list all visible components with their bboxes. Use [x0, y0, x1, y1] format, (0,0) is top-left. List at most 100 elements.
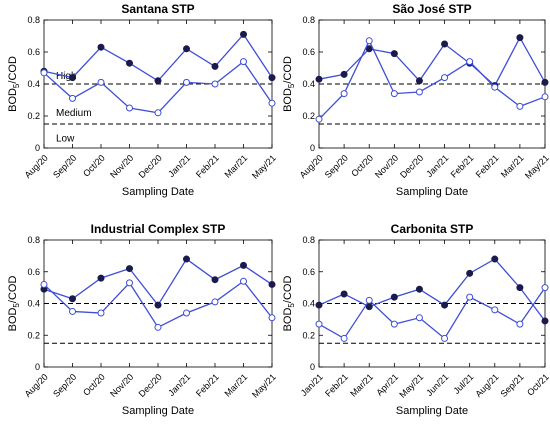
y-axis-label-rest: /COD [7, 56, 19, 84]
data-point-filled [365, 45, 373, 53]
x-tick-label: Aug/20 [298, 153, 325, 180]
chart-panel-3: 0 0.2 0.4 0.6 0.8 Aug/20 Sep/20 Oct/20 Nov/20 Dec… [7, 222, 278, 417]
data-point-open [390, 320, 398, 328]
data-point-open [268, 314, 276, 322]
x-axis-label: Sampling Date [122, 405, 194, 417]
data-point-open [441, 334, 449, 342]
data-point-open [268, 99, 276, 107]
data-point-filled [268, 74, 276, 82]
chart-title: Carbonita STP [391, 222, 474, 236]
chart-title: São José STP [392, 2, 471, 16]
x-tick-label: Aug/20 [23, 153, 50, 180]
data-point-open [541, 284, 549, 292]
data-point-filled [541, 78, 549, 86]
data-point-filled [154, 301, 162, 309]
y-tick-label: 0 [35, 362, 40, 372]
data-point-filled [441, 40, 449, 48]
data-point-filled [491, 255, 499, 263]
x-tick-label: Sep/20 [51, 153, 78, 180]
y-tick-label: 0.8 [302, 235, 315, 245]
data-point-open [491, 83, 499, 91]
y-axis-label-rest: /COD [282, 56, 294, 84]
x-tick-label: Dec/20 [398, 153, 425, 180]
data-point-open [211, 80, 219, 88]
data-point-open [415, 314, 423, 322]
y-tick-label: 0 [310, 143, 315, 153]
x-tick-label: Feb/21 [323, 372, 350, 399]
x-axis-label: Sampling Date [122, 186, 194, 198]
y-axis-label-subscript: 5 [287, 303, 296, 308]
x-tick-label: Jun/21 [424, 372, 450, 398]
chart-title: Santana STP [121, 2, 194, 16]
data-point-filled [516, 34, 524, 42]
data-point-filled [415, 285, 423, 293]
zone-label: Low [56, 133, 75, 144]
x-tick-label: May/21 [250, 372, 278, 400]
series-line-open [318, 39, 546, 120]
x-tick-label: Jan/21 [166, 372, 192, 398]
x-tick-label: Dec/20 [137, 372, 164, 399]
data-point-open [97, 78, 105, 86]
y-axis-label-main: BOD [282, 308, 294, 332]
data-point-filled [415, 77, 423, 85]
y-axis-label: BOD5/COD [7, 56, 21, 112]
x-tick-label: Jan/21 [166, 153, 192, 179]
data-point-open [516, 102, 524, 110]
x-tick-label: Jul/21 [451, 372, 475, 396]
data-point-filled [211, 276, 219, 284]
x-tick-label: Apr/21 [374, 372, 400, 398]
series-line-filled [318, 258, 546, 322]
series-line-filled [43, 258, 273, 307]
data-point-open [516, 320, 524, 328]
y-axis-label: BOD5/COD [7, 276, 21, 332]
data-point-filled [97, 274, 105, 282]
x-tick-label: Dec/20 [137, 153, 164, 180]
data-point-open [340, 334, 348, 342]
y-tick-label: 0.2 [302, 111, 315, 121]
series-line-open [318, 287, 546, 340]
x-tick-label: Jan/21 [424, 153, 450, 179]
x-tick-label: May/21 [250, 153, 278, 181]
data-point-filled [315, 75, 323, 83]
data-point-open [40, 280, 48, 288]
series-line-open [43, 60, 273, 114]
data-point-open [183, 78, 190, 86]
x-tick-label: Oct/20 [81, 153, 107, 179]
x-tick-label: Oct/20 [81, 372, 107, 398]
y-tick-label: 0.8 [302, 15, 315, 25]
data-point-filled [211, 62, 219, 70]
data-point-open [154, 323, 162, 331]
y-axis-label-subscript: 5 [287, 83, 296, 88]
y-tick-label: 0.4 [302, 79, 315, 89]
data-point-open [240, 58, 247, 66]
data-point-filled [183, 255, 190, 263]
data-point-filled [516, 284, 524, 292]
data-point-open [69, 94, 76, 102]
x-tick-label: Jan/21 [299, 372, 325, 398]
x-tick-label: May/21 [397, 372, 425, 400]
x-tick-label: Mar/21 [348, 372, 375, 399]
y-tick-label: 0.2 [302, 330, 315, 340]
data-point-open [415, 88, 423, 96]
data-point-filled [315, 301, 323, 309]
data-point-filled [541, 317, 549, 325]
y-axis-label-main: BOD [7, 88, 19, 112]
data-point-open [126, 104, 133, 112]
chart-title: Industrial Complex STP [91, 222, 226, 236]
y-tick-label: 0 [310, 362, 315, 372]
x-tick-label: Feb/21 [194, 372, 221, 399]
data-point-open [69, 307, 76, 315]
data-point-filled [240, 30, 247, 38]
x-tick-label: Aug/21 [473, 372, 500, 399]
y-tick-label: 0.6 [27, 267, 40, 277]
data-point-filled [154, 77, 162, 85]
y-tick-label: 0.2 [27, 111, 40, 121]
data-point-open [541, 93, 549, 101]
y-axis-label: BOD5/COD [282, 56, 296, 112]
data-point-filled [126, 59, 133, 67]
x-tick-label: Aug/20 [23, 372, 50, 399]
y-tick-label: 0.8 [27, 235, 40, 245]
zone-label: Medium [56, 108, 92, 119]
